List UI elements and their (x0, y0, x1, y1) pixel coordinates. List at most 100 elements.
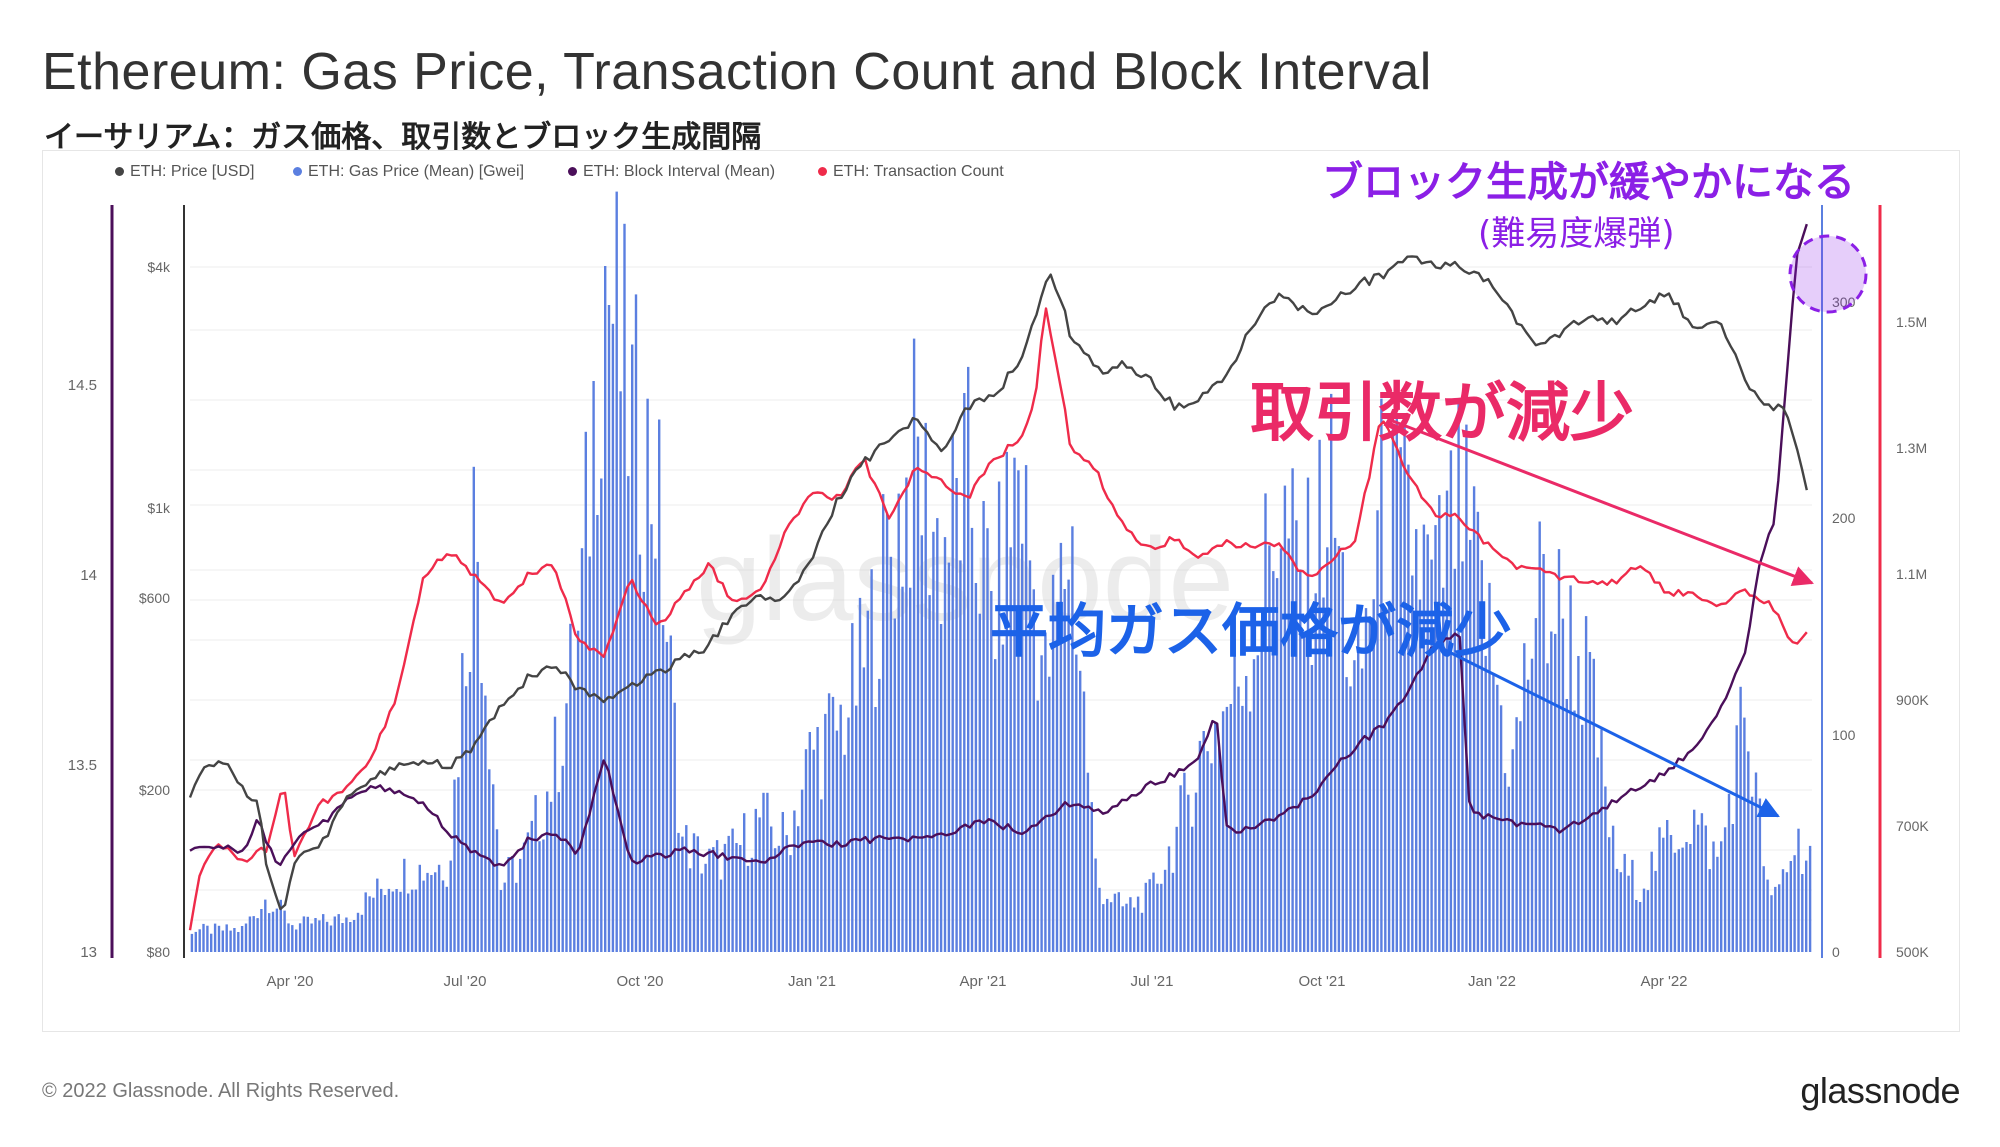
gas-bar (1488, 582, 1491, 952)
gas-bar (858, 597, 862, 952)
legend-tx[interactable]: ETH: Transaction Count (818, 163, 1004, 181)
gas-bar (1770, 895, 1773, 952)
gas-bar (727, 835, 730, 952)
gas-bar (546, 791, 549, 952)
chart-panel (42, 150, 1960, 1032)
gas-bar (762, 792, 765, 952)
tx-tick-label: 1.3M (1896, 440, 1927, 456)
gas-bar (1573, 710, 1576, 952)
gas-bar (310, 923, 313, 952)
gas-bar (461, 653, 464, 952)
gas-bar (542, 839, 545, 952)
gas-bar (441, 880, 445, 952)
gas-bar (1492, 673, 1495, 952)
legend-tx-dot (818, 167, 827, 177)
gas-bar (1051, 574, 1055, 952)
block-tick-label: 13.5 (68, 757, 97, 774)
legend-price[interactable]: ETH: Price [USD] (115, 163, 254, 181)
gas-bar (1720, 841, 1723, 952)
page-subtitle: イーサリアム：ガス価格、取引数とブロック生成間隔 (44, 120, 762, 155)
gas-bar (1129, 897, 1132, 952)
gas-bar (221, 930, 224, 952)
annotation-gas: 平均ガス価格が減少 (990, 597, 1513, 665)
gas-bar (1005, 451, 1008, 952)
gas-bar (1689, 844, 1692, 952)
gas-bar (839, 704, 842, 952)
gas-bar (291, 925, 294, 952)
gas-bar (967, 366, 970, 952)
legend-block[interactable]: ETH: Block Interval (Mean) (568, 163, 775, 181)
gas-bar (638, 554, 642, 952)
gas-bar (1094, 858, 1097, 952)
gas-bar (1001, 644, 1005, 952)
gas-bar (248, 916, 252, 952)
gas-bar (1530, 658, 1534, 952)
gas-bar (619, 391, 622, 952)
gas-bar (557, 792, 560, 952)
gas-bar (190, 933, 194, 952)
gas-bar (1638, 902, 1642, 952)
gas-bar (990, 591, 993, 952)
gas-bar (237, 932, 240, 952)
gas-bar (1588, 652, 1592, 952)
gas-bar (1048, 676, 1051, 952)
gas-bar (1604, 786, 1607, 952)
gas-bar (1735, 725, 1738, 952)
gas-bar (484, 695, 487, 952)
gas-bar (800, 789, 804, 952)
gas-bar (1349, 686, 1352, 952)
gas-bar (407, 893, 410, 952)
annotation-tx: 取引数が減少 (1250, 377, 1634, 451)
gas-bar (1422, 524, 1426, 952)
gas-bar (766, 792, 769, 952)
gas-bar (994, 659, 997, 952)
gas-bar (1252, 659, 1256, 952)
gas-bar (1631, 859, 1634, 952)
gas-bar (1098, 887, 1101, 952)
legend-gas[interactable]: ETH: Gas Price (Mean) [Gwei] (293, 163, 524, 181)
gas-bar (685, 825, 688, 952)
copyright: © 2022 Glassnode. All Rights Reserved. (42, 1080, 400, 1102)
gas-bar (464, 686, 468, 952)
gas-bar (1534, 618, 1538, 952)
gas-bar (1082, 691, 1086, 952)
gas-bar (194, 931, 197, 952)
gas-bar (781, 812, 784, 952)
gas-bar (696, 836, 699, 952)
gas-bar (692, 833, 696, 952)
gas-bar (712, 847, 715, 952)
gas-bar (1519, 721, 1522, 952)
gas-bar (1484, 655, 1487, 952)
gas-bar (916, 436, 920, 953)
gas-tick-label: 0 (1832, 944, 1840, 960)
tx-tick-label: 900K (1896, 692, 1929, 708)
gas-bar (785, 835, 788, 952)
gas-bar (1013, 457, 1016, 952)
gas-bar (986, 528, 989, 952)
gas-bar (928, 595, 931, 952)
gas-bar (1194, 792, 1198, 952)
gas-bar (1650, 851, 1653, 952)
gas-bar (1526, 679, 1530, 952)
gas-bar (1596, 757, 1599, 952)
price-line (188, 255, 1808, 911)
x-tick-label: Apr '21 (959, 973, 1006, 990)
gas-bar (295, 929, 298, 952)
gas-bar (1445, 490, 1449, 952)
gas-bar (422, 880, 425, 952)
gas-bar (1264, 493, 1267, 952)
gas-bar (244, 923, 248, 952)
gas-bar (1754, 772, 1758, 952)
gas-bar (1550, 631, 1553, 952)
gas-bar (804, 749, 808, 952)
gas-bar (1453, 568, 1456, 952)
gas-bar (345, 917, 348, 952)
gas-bar (1183, 772, 1186, 952)
gas-bar (1654, 870, 1657, 952)
gas-bar (797, 826, 800, 952)
gas-bar (1376, 510, 1379, 952)
x-tick-label: Apr '22 (1640, 973, 1687, 990)
gas-bar (1696, 824, 1700, 952)
gas-bar (1167, 846, 1171, 952)
gas-bar (1469, 539, 1472, 952)
